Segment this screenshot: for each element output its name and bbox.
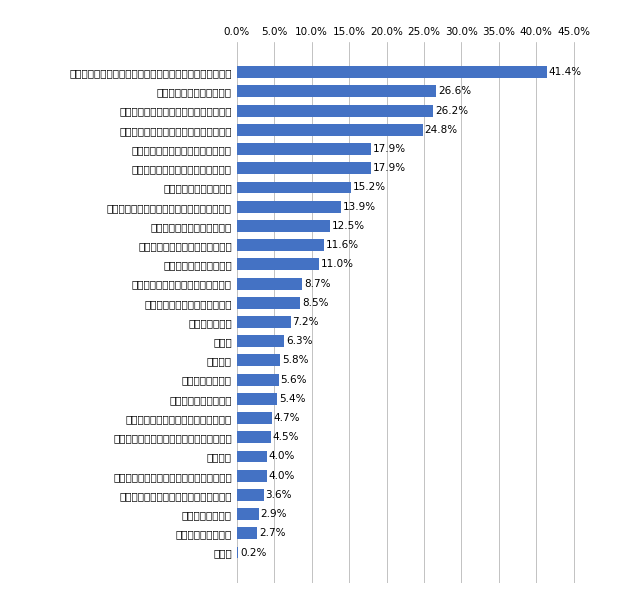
Text: 2.9%: 2.9% bbox=[260, 509, 287, 519]
Text: 41.4%: 41.4% bbox=[548, 67, 582, 77]
Text: 15.2%: 15.2% bbox=[353, 183, 386, 193]
Text: 11.6%: 11.6% bbox=[326, 240, 358, 250]
Bar bbox=[237, 489, 264, 501]
Bar bbox=[237, 316, 291, 328]
Text: 26.6%: 26.6% bbox=[438, 86, 471, 96]
Bar bbox=[237, 547, 238, 559]
Text: 4.0%: 4.0% bbox=[269, 471, 295, 481]
Bar bbox=[237, 393, 277, 405]
Bar bbox=[237, 220, 330, 232]
Bar bbox=[237, 239, 324, 251]
Bar bbox=[237, 412, 272, 424]
Text: 11.0%: 11.0% bbox=[321, 259, 354, 270]
Text: 5.8%: 5.8% bbox=[282, 355, 308, 365]
Bar bbox=[237, 374, 279, 386]
Text: 17.9%: 17.9% bbox=[372, 144, 406, 154]
Bar bbox=[237, 201, 341, 212]
Text: 12.5%: 12.5% bbox=[332, 221, 365, 231]
Bar bbox=[237, 105, 433, 117]
Bar bbox=[237, 143, 371, 155]
Text: 26.2%: 26.2% bbox=[435, 106, 468, 115]
Bar bbox=[237, 469, 267, 481]
Text: 5.6%: 5.6% bbox=[280, 375, 307, 384]
Text: 3.6%: 3.6% bbox=[266, 490, 292, 500]
Bar bbox=[237, 124, 422, 136]
Bar bbox=[237, 335, 284, 347]
Bar bbox=[237, 258, 319, 270]
Text: 13.9%: 13.9% bbox=[343, 202, 376, 212]
Bar bbox=[237, 508, 259, 520]
Text: 5.4%: 5.4% bbox=[279, 394, 306, 404]
Text: 0.2%: 0.2% bbox=[240, 547, 266, 558]
Bar bbox=[237, 431, 271, 443]
Text: 8.7%: 8.7% bbox=[304, 278, 330, 289]
Bar bbox=[237, 66, 547, 78]
Text: 8.5%: 8.5% bbox=[302, 298, 329, 308]
Bar bbox=[237, 297, 300, 309]
Text: 6.3%: 6.3% bbox=[286, 336, 312, 346]
Text: 17.9%: 17.9% bbox=[372, 163, 406, 173]
Bar bbox=[237, 162, 371, 174]
Text: 24.8%: 24.8% bbox=[424, 125, 458, 135]
Text: 4.0%: 4.0% bbox=[269, 452, 295, 462]
Text: 7.2%: 7.2% bbox=[292, 317, 319, 327]
Bar bbox=[237, 86, 436, 98]
Bar bbox=[237, 450, 267, 462]
Text: 4.5%: 4.5% bbox=[273, 432, 299, 442]
Text: 4.7%: 4.7% bbox=[274, 413, 300, 423]
Bar bbox=[237, 278, 302, 290]
Bar bbox=[237, 355, 280, 367]
Bar bbox=[237, 181, 351, 193]
Bar bbox=[237, 527, 257, 539]
Text: 2.7%: 2.7% bbox=[259, 528, 285, 538]
